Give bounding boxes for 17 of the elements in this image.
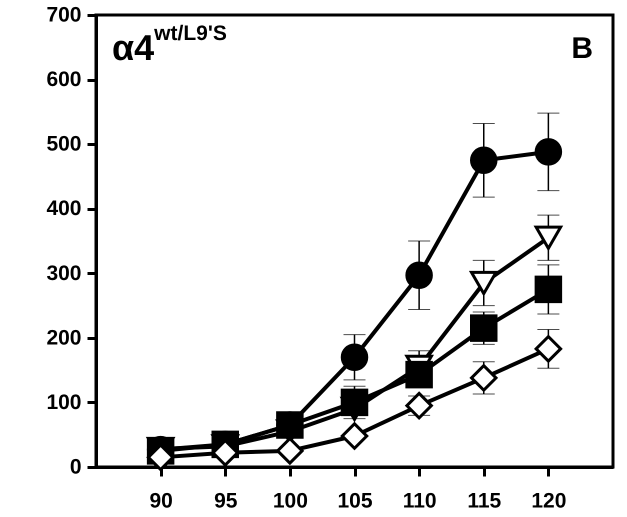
x-tick-label: 90 xyxy=(149,490,173,512)
y-tick-label: 100 xyxy=(46,390,82,414)
y-tick-label: 300 xyxy=(46,262,82,285)
y-tick-label: 700 xyxy=(46,4,82,26)
y-tick-label: 500 xyxy=(46,132,82,156)
x-tick-label: 105 xyxy=(337,490,373,512)
x-tick-label: 110 xyxy=(402,490,437,512)
x-tick-label: 95 xyxy=(214,490,238,512)
annotation: B xyxy=(571,32,593,66)
y-tick-label: 0 xyxy=(70,456,82,478)
x-tick-label: 100 xyxy=(272,490,308,512)
chart-title: α4$^{wt/L9'S}$ xyxy=(112,22,227,69)
y-tick-label: 200 xyxy=(46,326,82,350)
x-tick-label: 120 xyxy=(531,490,566,512)
y-tick-label: 600 xyxy=(46,68,82,92)
x-tick-label: 115 xyxy=(467,490,502,512)
y-tick-label: 400 xyxy=(46,197,82,220)
